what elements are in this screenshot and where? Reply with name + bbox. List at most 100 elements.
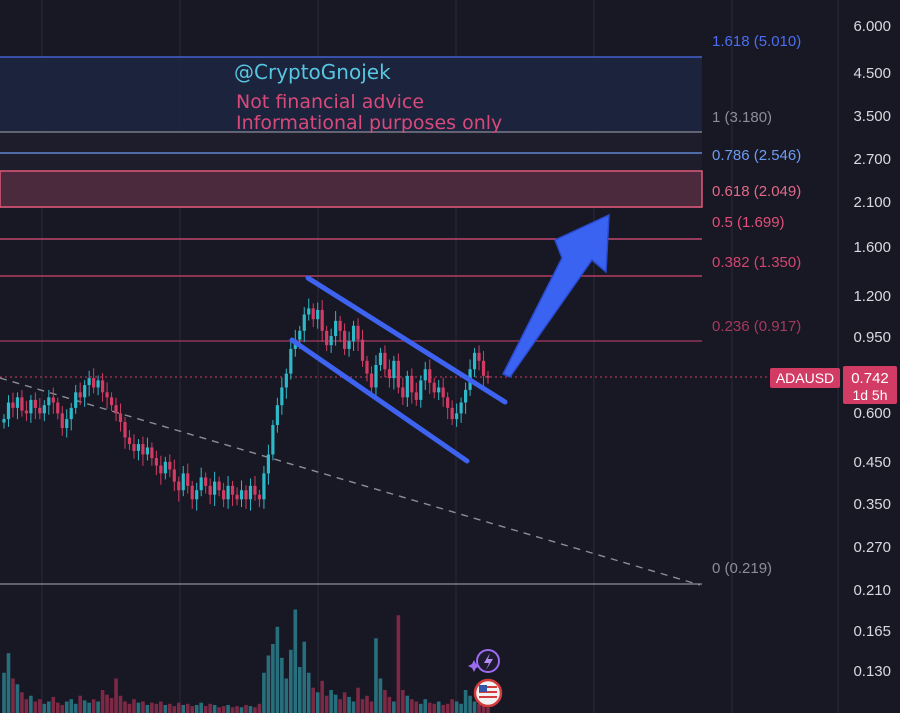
- current-price-tag[interactable]: ADAUSD 0.742 1d 5h: [770, 366, 897, 404]
- candle-body: [298, 330, 302, 340]
- candle-body: [221, 490, 226, 500]
- volume-bar: [150, 702, 154, 713]
- candle-body: [145, 447, 150, 455]
- volume-bar: [253, 707, 257, 713]
- candle-body: [141, 444, 145, 455]
- candle-body: [253, 485, 257, 495]
- candle-body: [83, 385, 87, 398]
- candle-body: [441, 387, 445, 398]
- volume-bar: [481, 706, 486, 713]
- volume-bar: [271, 644, 275, 713]
- channel-lower-line: [289, 337, 470, 464]
- candle-body: [455, 413, 459, 420]
- volume-bar: [82, 700, 87, 713]
- volume-bar: [96, 701, 100, 713]
- volume-bar: [159, 701, 163, 713]
- candle-body: [190, 485, 194, 500]
- fib-band-mid: [0, 132, 702, 172]
- volume-bar: [459, 703, 463, 713]
- volume-bar: [468, 695, 472, 713]
- watermark-disclaimer-1: Not financial advice: [236, 91, 424, 113]
- volume-bar: [6, 653, 11, 713]
- volume-bar: [427, 702, 432, 713]
- volume-bar: [194, 704, 199, 713]
- candles: [2, 298, 490, 511]
- candle-body: [365, 360, 369, 374]
- candle-body: [360, 339, 365, 361]
- y-tick-label: 0.165: [853, 623, 891, 640]
- us-flag-event-icon[interactable]: [473, 678, 503, 708]
- candle-body: [280, 387, 284, 406]
- candle-body: [11, 402, 15, 408]
- fib-label: 0.618 (2.049): [712, 183, 801, 200]
- candle-body: [374, 364, 378, 388]
- candle-body: [123, 422, 127, 438]
- candle-body: [320, 309, 324, 331]
- target-zone: [0, 170, 703, 208]
- volume-bar: [378, 678, 383, 713]
- volume-bar: [347, 696, 351, 713]
- candle-body: [334, 320, 338, 337]
- candle-body: [383, 352, 387, 370]
- candle-body: [329, 336, 333, 346]
- candle-body: [248, 485, 253, 500]
- volume-bar: [387, 696, 392, 713]
- volume-bar: [145, 704, 150, 713]
- y-tick-label: 4.500: [853, 65, 891, 82]
- volume-bar: [351, 701, 356, 713]
- volume-bar: [123, 701, 127, 713]
- candle-body: [51, 397, 55, 403]
- volume-bar: [360, 699, 365, 713]
- volume-bar: [235, 706, 239, 713]
- volume-bar: [306, 672, 311, 713]
- candle-body: [347, 341, 351, 349]
- candle-body: [65, 419, 69, 429]
- volume-bar: [289, 649, 293, 713]
- candle-body: [302, 314, 306, 331]
- volume-bar: [280, 657, 284, 713]
- volume-bar: [51, 696, 56, 713]
- candle-body: [419, 380, 423, 400]
- y-tick-label: 0.210: [853, 582, 891, 599]
- volume-bar: [374, 638, 378, 713]
- volume-bar: [29, 695, 33, 713]
- y-tick-label: 6.000: [853, 18, 891, 35]
- candle-body: [284, 373, 288, 388]
- candle-body: [307, 308, 311, 315]
- candle-body: [432, 382, 436, 393]
- candle-body: [217, 481, 221, 491]
- candle-body: [410, 375, 414, 393]
- y-axis-ticks: 6.000 4.500 3.500 2.700 2.100 1.600 1.200 0.950…: [853, 18, 891, 680]
- price-tag-countdown: 1d 5h: [852, 387, 887, 403]
- price-tag-value: 0.742: [851, 370, 889, 387]
- volume-bar: [432, 703, 437, 713]
- candle-body: [423, 369, 427, 381]
- volume-bar: [284, 678, 289, 713]
- volume-bar: [342, 692, 347, 713]
- volume-bar: [100, 690, 105, 713]
- volume-bar: [105, 694, 109, 713]
- volume-bar: [396, 615, 401, 713]
- candle-body: [78, 392, 82, 398]
- volume-bar: [356, 687, 360, 713]
- candle-body: [481, 360, 486, 376]
- lightning-event-icon[interactable]: [468, 649, 500, 673]
- y-tick-label: 3.500: [853, 108, 891, 125]
- y-tick-label: 0.450: [853, 454, 891, 471]
- candle-body: [136, 444, 141, 451]
- volume-bar: [315, 692, 320, 713]
- candle-body: [266, 454, 271, 474]
- candle-body: [405, 375, 409, 398]
- candle-body: [114, 405, 118, 414]
- volume-bar: [365, 695, 369, 713]
- volume-bar: [445, 703, 450, 713]
- candle-body: [378, 352, 383, 365]
- volume-bar: [266, 655, 271, 713]
- volume-bar: [132, 699, 136, 713]
- candle-body: [105, 392, 109, 398]
- candle-body: [56, 402, 60, 414]
- candle-body: [428, 369, 432, 383]
- candle-body: [244, 490, 248, 500]
- candle-body: [235, 494, 239, 500]
